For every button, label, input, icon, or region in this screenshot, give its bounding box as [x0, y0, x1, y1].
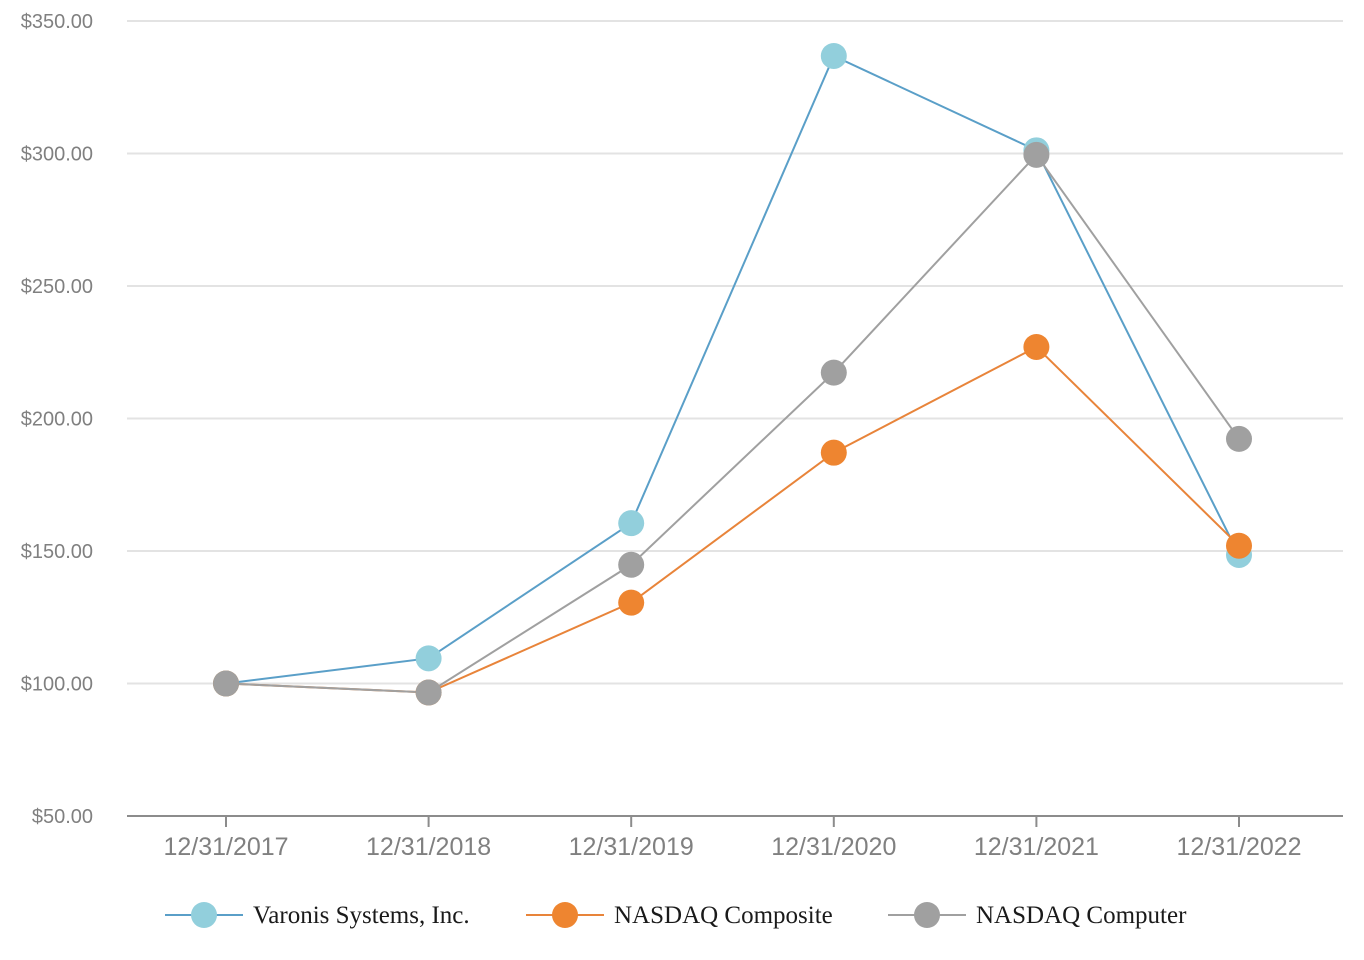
y-tick-label: $300.00	[21, 144, 93, 166]
series-markers-1	[213, 333, 1252, 706]
data-point	[1023, 141, 1050, 168]
y-tick-label: $350.00	[21, 11, 93, 33]
legend-marker-swatch	[914, 902, 940, 928]
data-point	[1023, 333, 1050, 360]
series-nasdaq-computer	[225, 153, 1240, 694]
series-line	[225, 54, 1240, 685]
series-markers-0	[213, 42, 1252, 697]
data-point	[618, 510, 645, 537]
series-line	[225, 345, 1240, 694]
x-tick-label: 12/31/2019	[569, 833, 694, 861]
legend-marker-swatch	[552, 902, 578, 928]
x-tick-label: 12/31/2018	[366, 833, 491, 861]
y-tick-label: $150.00	[21, 541, 93, 563]
y-tick-label: $200.00	[21, 409, 93, 431]
data-point	[820, 439, 847, 466]
legend-item: NASDAQ Composite	[526, 902, 833, 929]
x-axis-tick-labels: 12/31/2017 12/31/2018 12/31/2019 12/31/2020…	[163, 833, 1301, 861]
y-tick-label: $250.00	[21, 276, 93, 298]
y-axis-tick-labels: $50.00 $100.00 $150.00 $200.00 $250.00 $300.0…	[21, 11, 93, 828]
data-point	[1226, 425, 1252, 452]
series-varonis-systems-inc	[225, 54, 1240, 685]
legend-marker-swatch	[191, 902, 217, 928]
series-line	[225, 153, 1240, 694]
data-point	[1226, 532, 1252, 559]
x-tick-label: 12/31/2020	[771, 833, 896, 861]
data-point	[415, 645, 442, 672]
legend-label: NASDAQ Computer	[976, 902, 1187, 929]
data-point	[820, 359, 847, 386]
legend-label: Varonis Systems, Inc.	[253, 902, 470, 929]
legend-item: NASDAQ Computer	[888, 902, 1187, 929]
data-point	[415, 679, 442, 706]
legend-label: NASDAQ Composite	[614, 902, 833, 929]
series-nasdaq-composite	[225, 345, 1240, 694]
data-point	[820, 42, 847, 69]
x-tick-label: 12/31/2017	[163, 833, 288, 861]
x-tick-label: 12/31/2021	[974, 833, 1099, 861]
series-lines	[213, 42, 1252, 706]
legend: Varonis Systems, Inc. NASDAQ Composite NAS…	[165, 902, 1187, 929]
data-point	[213, 670, 239, 697]
x-axis	[127, 815, 1343, 827]
series-markers-2	[213, 141, 1252, 706]
legend-item: Varonis Systems, Inc.	[165, 902, 470, 929]
x-tick-label: 12/31/2022	[1176, 833, 1301, 861]
data-point	[618, 589, 645, 616]
data-point	[618, 551, 645, 578]
y-tick-label: $50.00	[32, 806, 93, 828]
y-tick-label: $100.00	[21, 674, 93, 696]
gridlines	[127, 20, 1343, 685]
